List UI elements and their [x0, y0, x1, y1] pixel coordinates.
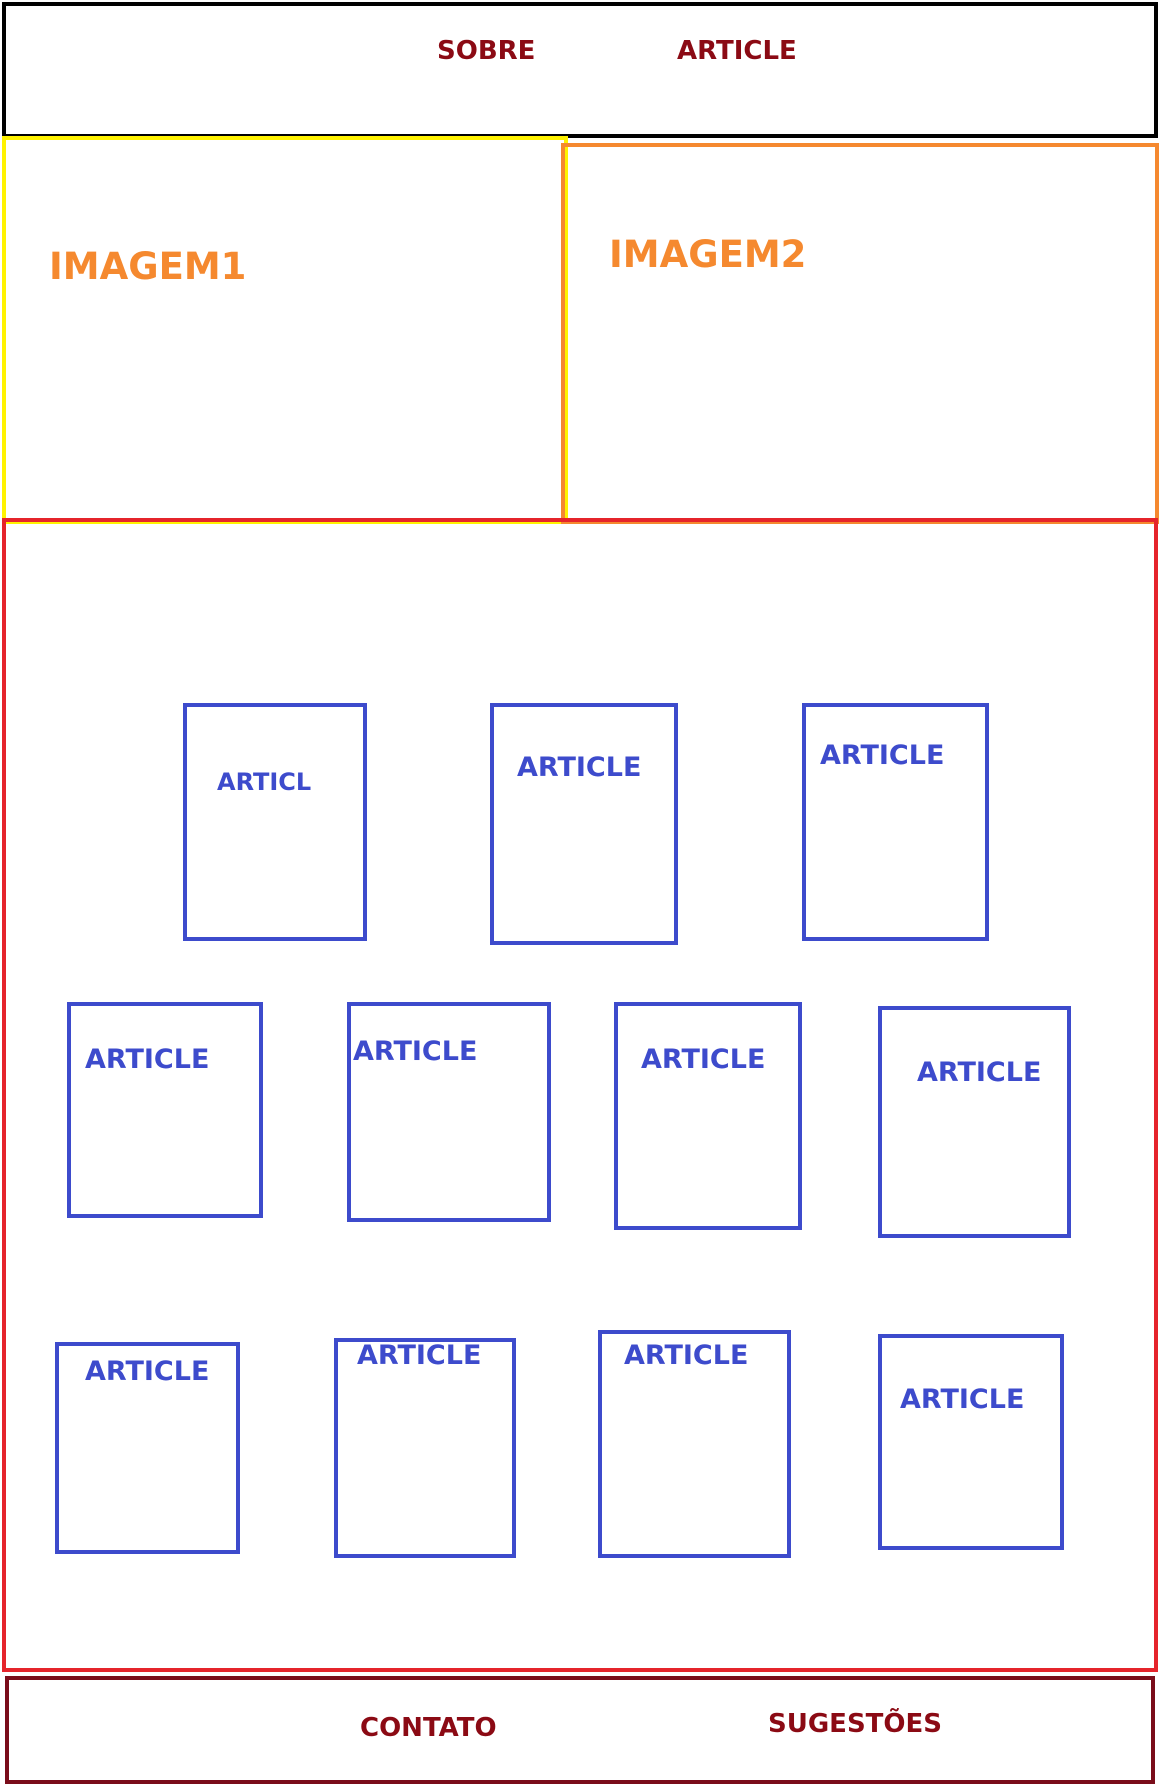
article-box[interactable] [67, 1002, 263, 1218]
main-section-box [2, 518, 1158, 1672]
footer-box [5, 1676, 1155, 1784]
article-label: ARTICLE [624, 1340, 749, 1371]
article-box[interactable] [598, 1330, 791, 1558]
article-label: ARTICLE [917, 1057, 1042, 1088]
footer-sugestoes[interactable]: SUGESTÕES [768, 1709, 942, 1739]
image2-label: IMAGEM2 [609, 233, 807, 276]
article-box[interactable] [183, 703, 367, 941]
article-box[interactable] [55, 1342, 240, 1554]
header-box [2, 2, 1158, 138]
article-box[interactable] [490, 703, 678, 945]
article-label: ARTICLE [517, 752, 642, 783]
article-label: ARTICLE [85, 1356, 210, 1387]
image2-box [561, 143, 1159, 524]
image1-box [2, 136, 568, 524]
footer-contato[interactable]: CONTATO [360, 1713, 497, 1743]
article-label: ARTICLE [353, 1036, 478, 1067]
article-box[interactable] [878, 1334, 1064, 1550]
article-label: ARTICLE [641, 1044, 766, 1075]
article-label: ARTICLE [900, 1384, 1025, 1415]
article-label: ARTICLE [820, 740, 945, 771]
article-label: ARTICLE [357, 1340, 482, 1371]
article-label: ARTICLE [85, 1044, 210, 1075]
article-label: ARTICL [217, 768, 312, 796]
nav-article[interactable]: ARTICLE [677, 36, 797, 66]
image1-label: IMAGEM1 [49, 245, 247, 288]
article-box[interactable] [878, 1006, 1071, 1238]
article-box[interactable] [347, 1002, 551, 1222]
nav-sobre[interactable]: SOBRE [437, 36, 536, 66]
article-box[interactable] [802, 703, 989, 941]
article-box[interactable] [614, 1002, 802, 1230]
article-box[interactable] [334, 1338, 516, 1558]
